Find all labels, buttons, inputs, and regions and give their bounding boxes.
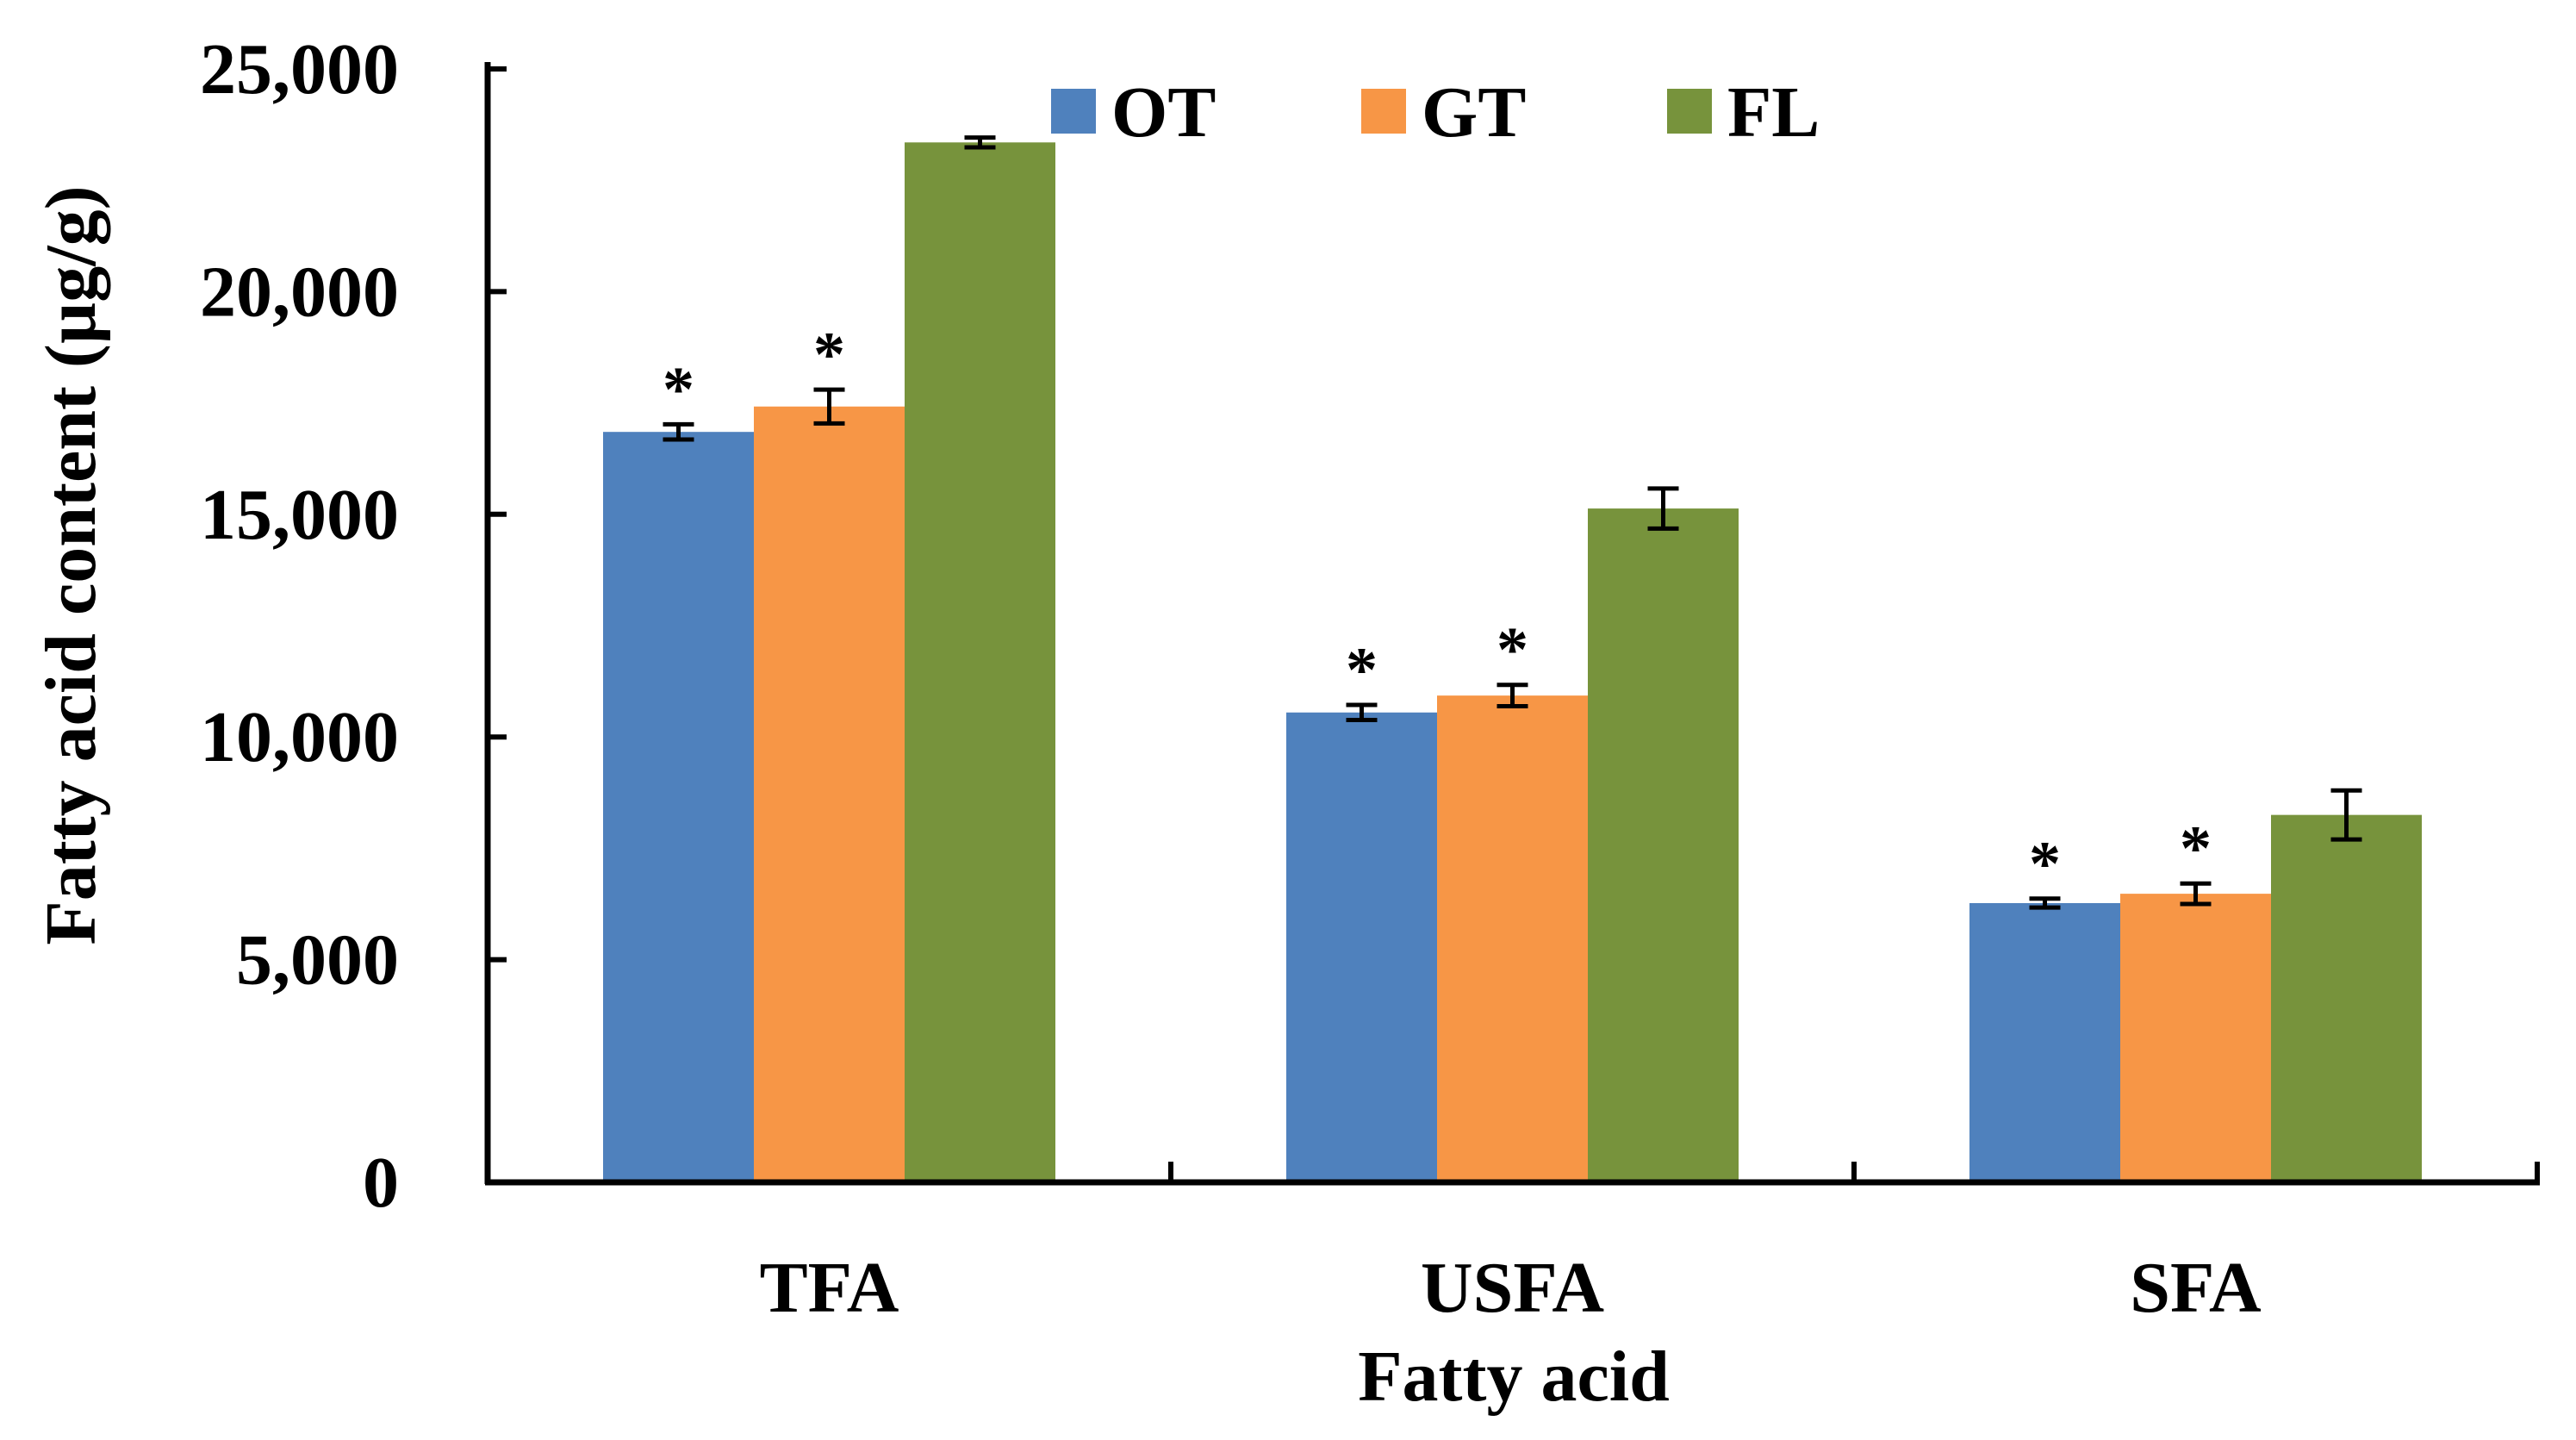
legend-label-fl: FL [1727,72,1820,153]
legend-label-gt: GT [1422,72,1526,153]
category-labels-group: TFA USFA SFA [760,1248,2262,1328]
bar-gt-tfa [754,406,905,1183]
significance-star-ot-tfa: * [663,354,694,425]
significance-star-ot-usfa: * [1346,635,1378,706]
axes-group [484,62,2540,1186]
error-bar-ot-tfa [663,421,694,442]
y-tick-label-0: 0 [363,1143,399,1223]
error-bar-fl-usfa [1647,486,1679,531]
error-bar-ot-usfa [1346,702,1378,723]
bar-fl-tfa [905,142,1055,1183]
y-tick-label-10000: 10,000 [200,697,399,777]
bar-fl-usfa [1588,508,1739,1182]
category-label-usfa: USFA [1421,1248,1604,1328]
significance-markers-group: * * * * * * [663,320,2212,900]
y-tick-label-15000: 15,000 [200,475,399,555]
bar-fl-sfa [2271,814,2422,1182]
error-bar-fl-sfa [2330,788,2362,842]
bar-gt-usfa [1437,695,1588,1182]
y-tick-label-25000: 25,000 [200,29,399,109]
y-tick-labels-group: 0 5,000 10,000 15,000 20,000 25,000 [200,29,399,1223]
legend-item-gt: GT [1361,72,1526,153]
significance-star-ot-sfa: * [2029,829,2061,900]
error-bar-fl-tfa [964,135,996,150]
error-bar-gt-usfa [1496,683,1528,709]
legend-swatch-ot [1051,89,1096,134]
error-bar-gt-tfa [813,387,845,426]
x-axis-title: Fatty acid [1358,1337,1670,1417]
y-tick-label-5000: 5,000 [236,920,399,1001]
bar-ot-sfa [1969,902,2120,1182]
bar-ot-tfa [603,432,754,1182]
y-tick-label-20000: 20,000 [200,252,399,332]
legend-item-ot: OT [1051,72,1216,153]
legend-swatch-gt [1361,89,1406,134]
category-label-tfa: TFA [760,1248,899,1328]
significance-star-gt-sfa: * [2180,814,2212,884]
legend: OT GT FL [1051,72,1820,153]
legend-swatch-fl [1667,89,1712,134]
bars-group [603,142,2422,1183]
y-axis-title: Fatty acid content (µg/g) [31,185,111,944]
significance-star-gt-tfa: * [813,320,845,390]
category-label-sfa: SFA [2130,1248,2262,1328]
error-bar-gt-sfa [2180,881,2212,907]
bar-gt-sfa [2120,894,2271,1182]
bar-ot-usfa [1286,712,1437,1182]
legend-item-fl: FL [1667,72,1820,153]
legend-label-ot: OT [1111,72,1216,153]
error-bar-ot-sfa [2029,896,2061,910]
significance-star-gt-usfa: * [1496,615,1528,686]
error-bars-group [663,135,2362,910]
